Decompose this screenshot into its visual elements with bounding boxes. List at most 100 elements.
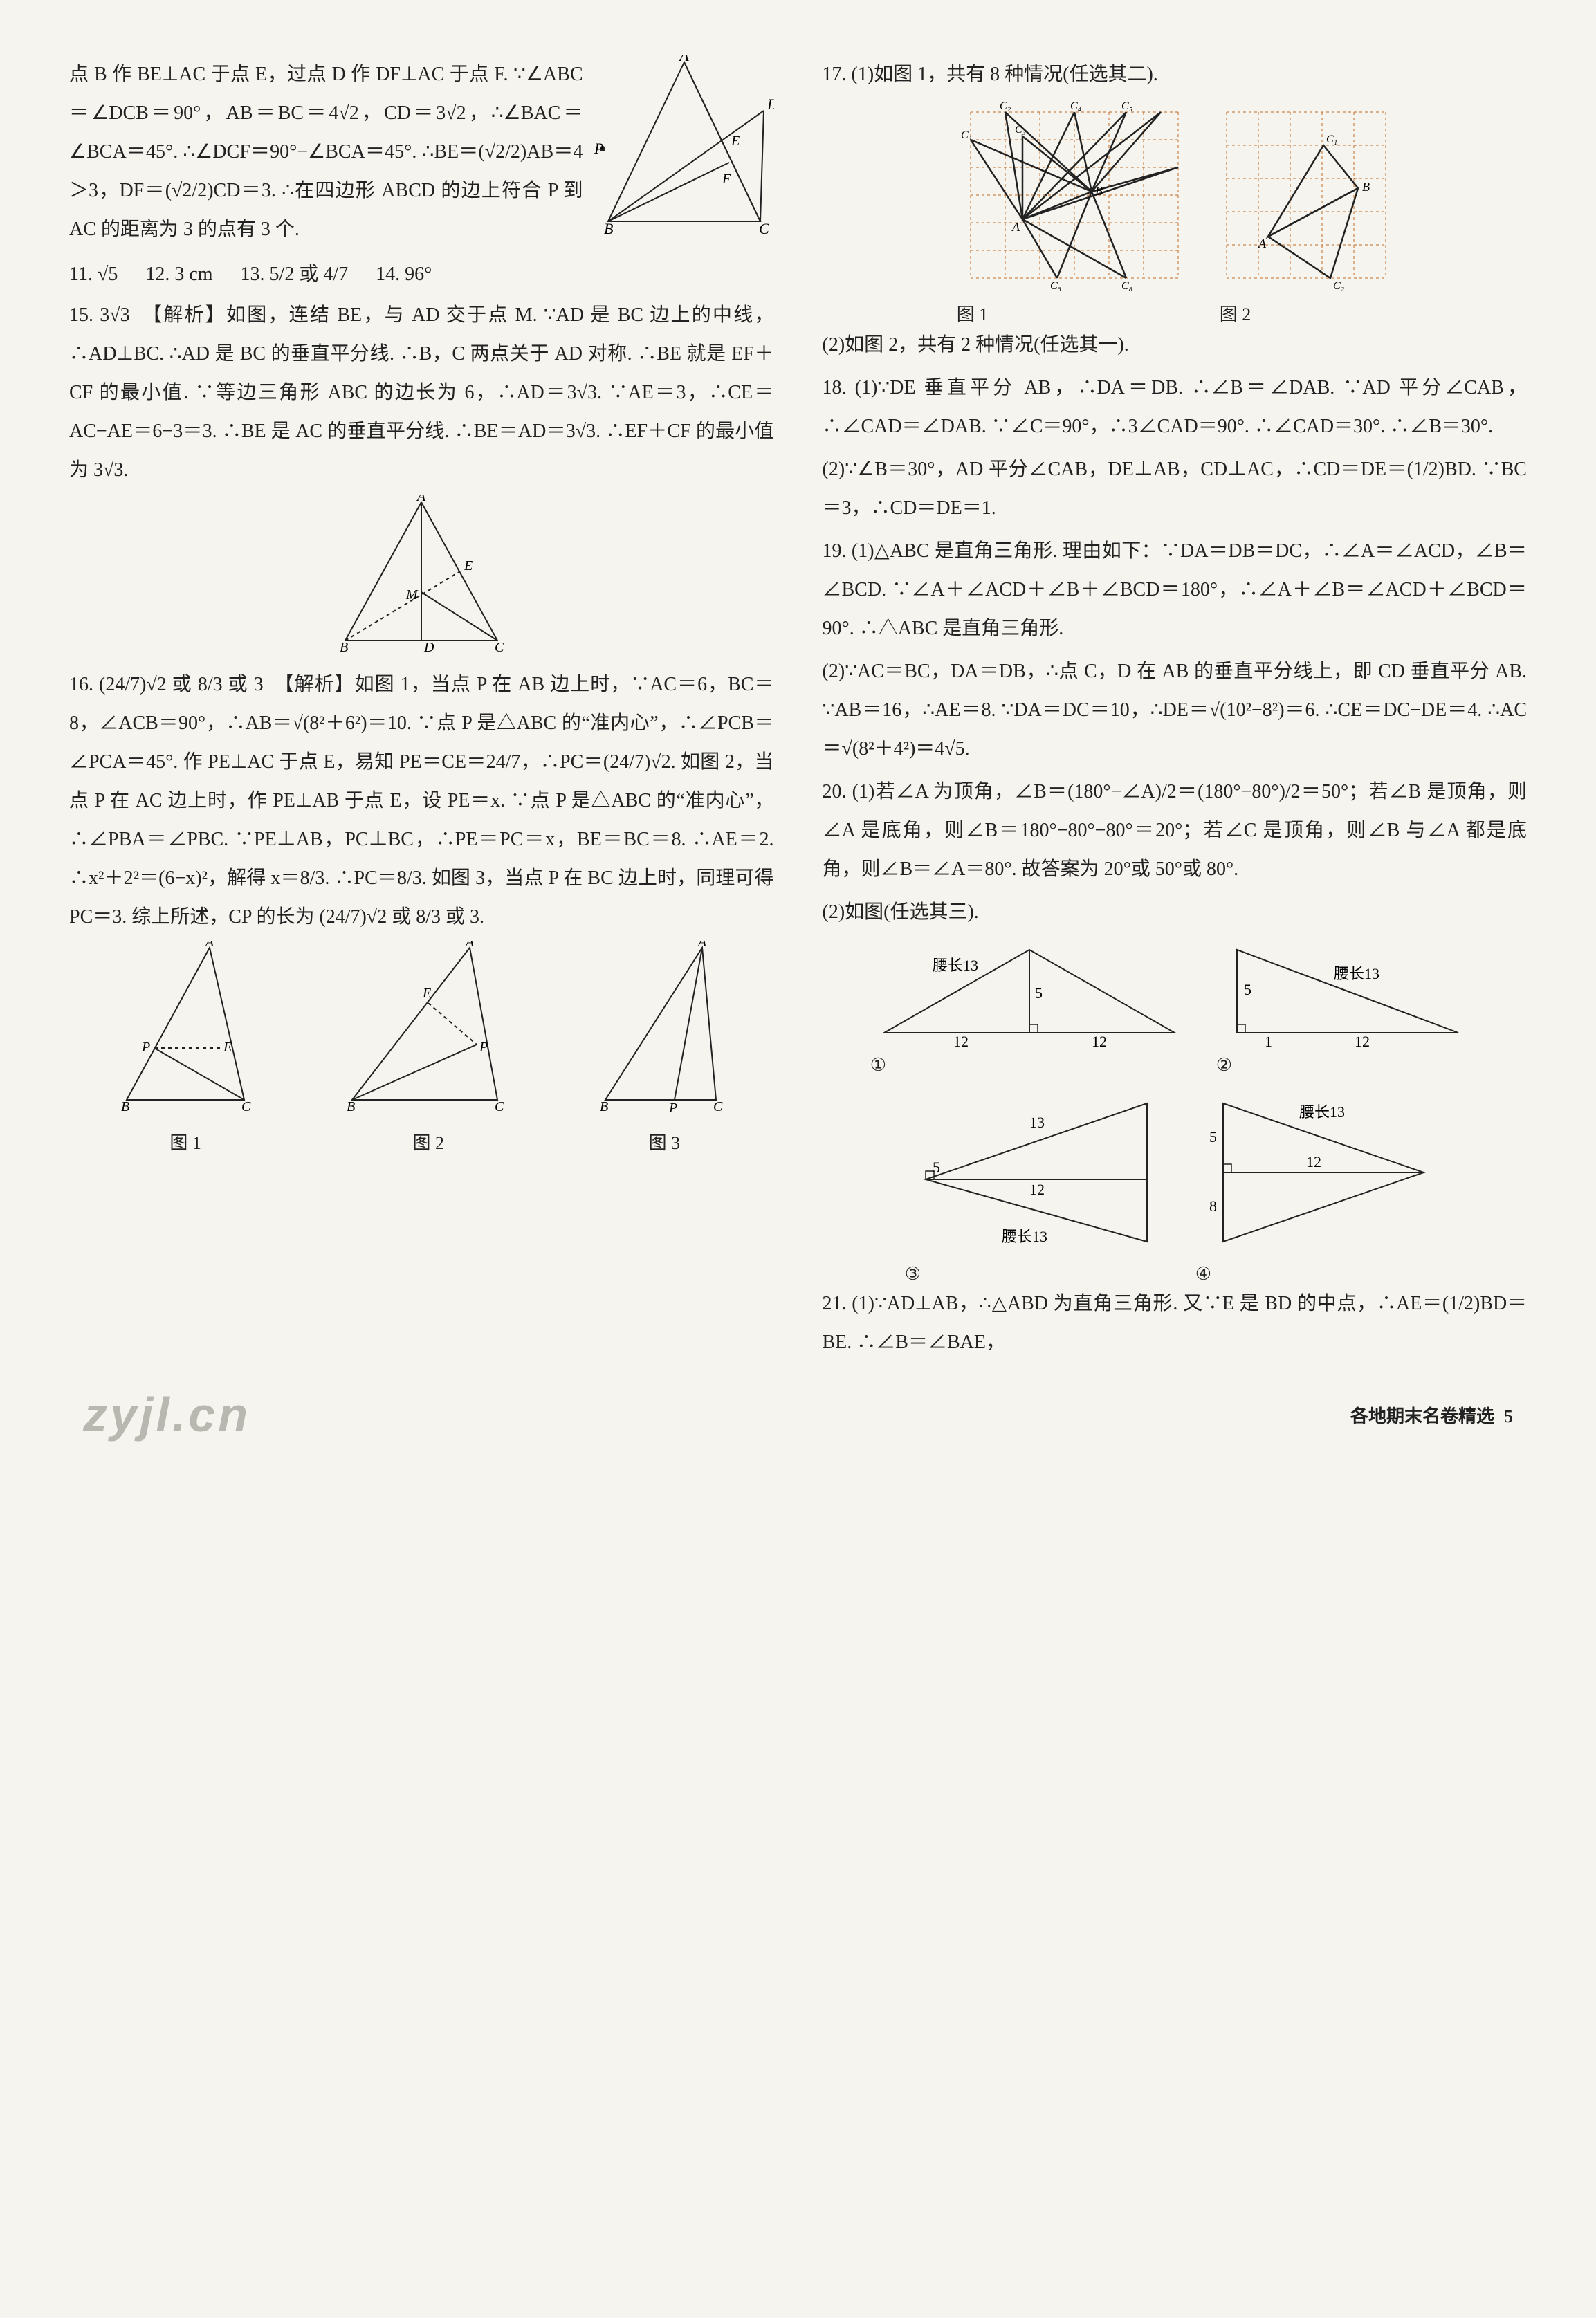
svg-text:P: P <box>141 1040 150 1055</box>
solution-16: 16. (24/7)√2 或 8/3 或 3 【解析】如图 1，当点 P 在 A… <box>69 665 774 937</box>
ans-13: 13. 5/2 或 4/7 <box>241 253 349 296</box>
svg-text:B: B <box>1095 184 1103 198</box>
svg-text:腰长13: 腰长13 <box>1002 1228 1047 1245</box>
svg-text:P: P <box>594 140 603 157</box>
svg-text:C: C <box>495 640 504 654</box>
q16-fig1: A B C P E <box>106 941 265 1121</box>
svg-text:C₄: C₄ <box>1070 100 1081 112</box>
caption-fig3: 图 3 <box>591 1129 737 1155</box>
svg-text:C: C <box>495 1099 504 1114</box>
svg-text:C: C <box>713 1099 723 1114</box>
caption-q17-1: 图 1 <box>957 300 1192 326</box>
caption-fig1: 图 1 <box>106 1129 265 1155</box>
diagrams-q20-row2: 13 5 12 腰长13 ③ 腰长13 5 8 12 ④ <box>823 1089 1528 1285</box>
solution-19b: (2)∵AC＝BC，DA＝DB，∴点 C，D 在 AB 的垂直平分线上，即 CD… <box>823 652 1528 769</box>
watermark: zyjl.cn <box>83 1387 250 1442</box>
svg-text:A: A <box>204 941 214 950</box>
svg-text:C₃: C₃ <box>1015 124 1026 136</box>
svg-text:A: A <box>416 495 426 504</box>
page: 点 B 作 BE⊥AC 于点 E，过点 D 作 DF⊥AC 于点 F. ∵∠AB… <box>69 55 1527 1366</box>
svg-text:C₂: C₂ <box>1333 280 1345 292</box>
svg-text:5: 5 <box>1035 984 1043 1002</box>
svg-text:P: P <box>479 1040 488 1055</box>
solution-18b: (2)∵∠B＝30°，AD 平分∠CAB，DE⊥AB，CD⊥AC，∴CD＝DE＝… <box>823 450 1528 528</box>
svg-text:12: 12 <box>1029 1181 1045 1198</box>
caption-fig2: 图 2 <box>338 1129 518 1155</box>
svg-text:M: M <box>405 587 419 603</box>
svg-text:A: A <box>697 941 707 950</box>
svg-text:B: B <box>121 1099 129 1114</box>
ans-14: 14. 96° <box>376 253 432 296</box>
answers-11-14: 11. √5 12. 3 cm 13. 5/2 或 4/7 14. 96° <box>69 253 774 296</box>
svg-text:C₈: C₈ <box>1121 280 1132 292</box>
diagrams-q20-row1: 腰长13 5 12 12 ① 5 腰长13 1 12 ② <box>823 936 1528 1076</box>
circ2: ② <box>1216 1055 1479 1076</box>
solution-20a: 20. (1)若∠A 为顶角，∠B＝(180°−∠A)/2＝(180°−80°)… <box>823 773 1528 889</box>
svg-text:B: B <box>347 1099 355 1114</box>
circ3: ③ <box>905 1264 1168 1285</box>
left-column: 点 B 作 BE⊥AC 于点 E，过点 D 作 DF⊥AC 于点 F. ∵∠AB… <box>69 55 774 1366</box>
q17-text-b: (2)如图 2，共有 2 种情况(任选其一). <box>823 326 1528 365</box>
diagram-q15: A B C D E M <box>69 495 774 660</box>
svg-text:A: A <box>678 55 689 64</box>
page-number: 5 <box>1504 1406 1513 1426</box>
ans-12: 12. 3 cm <box>145 253 212 296</box>
q17-grid1: A B C₁ C₂ C₃ C₄ C₅ C₆ C₈ <box>957 98 1192 292</box>
svg-text:C₁: C₁ <box>1326 134 1337 145</box>
svg-text:腰长13: 腰长13 <box>1334 965 1379 982</box>
svg-text:13: 13 <box>1029 1114 1045 1131</box>
svg-text:B: B <box>600 1099 608 1114</box>
svg-text:C₅: C₅ <box>1121 100 1132 112</box>
svg-text:A: A <box>1011 220 1020 234</box>
text-block: 点 B 作 BE⊥AC 于点 E，过点 D 作 DF⊥AC 于点 F. ∵∠AB… <box>69 55 583 249</box>
q16-fig2: A B C P E <box>338 941 518 1121</box>
svg-text:E: E <box>464 558 473 573</box>
svg-text:12: 12 <box>1306 1153 1321 1170</box>
q20-tri3: 13 5 12 腰长13 <box>905 1089 1168 1255</box>
svg-text:D: D <box>767 95 774 113</box>
svg-text:5: 5 <box>933 1159 940 1176</box>
circ4: ④ <box>1195 1264 1444 1285</box>
svg-text:P: P <box>668 1101 677 1116</box>
svg-text:8: 8 <box>1209 1197 1217 1215</box>
diagrams-q17: A B C₁ C₂ C₃ C₄ C₅ C₆ C₈ 图 1 <box>823 98 1528 326</box>
page-footer: zyjl.cn 各地期末名卷精选 5 <box>69 1387 1527 1442</box>
solution-19a: 19. (1)△ABC 是直角三角形. 理由如下：∵DA＝DB＝DC，∴∠A＝∠… <box>823 532 1528 648</box>
right-column: 17. (1)如图 1，共有 8 种情况(任选其二). <box>823 55 1528 1366</box>
diagrams-q16: A B C P E 图 1 A B C P E <box>69 941 774 1155</box>
svg-text:12: 12 <box>1092 1033 1107 1047</box>
svg-text:A: A <box>464 941 475 950</box>
ans-11: 11. √5 <box>69 253 118 296</box>
footer-label: 各地期末名卷精选 <box>1350 1406 1494 1426</box>
svg-text:12: 12 <box>953 1033 969 1047</box>
solution-21: 21. (1)∵AD⊥AB，∴△ABD 为直角三角形. 又∵E 是 BD 的中点… <box>823 1285 1528 1362</box>
svg-text:C₆: C₆ <box>1050 280 1061 292</box>
q20-tri4: 腰长13 5 8 12 <box>1195 1089 1444 1255</box>
caption-q17-2: 图 2 <box>1220 300 1393 326</box>
svg-text:C: C <box>759 220 769 235</box>
svg-text:F: F <box>722 172 731 187</box>
q16-fig3: A B C P <box>591 941 737 1121</box>
svg-text:E: E <box>223 1040 232 1055</box>
svg-text:C₂: C₂ <box>1000 100 1011 112</box>
svg-text:1: 1 <box>1265 1033 1272 1047</box>
svg-text:5: 5 <box>1209 1128 1217 1146</box>
svg-text:E: E <box>422 986 431 1001</box>
svg-text:12: 12 <box>1355 1033 1370 1047</box>
svg-text:B: B <box>1362 180 1370 194</box>
svg-text:5: 5 <box>1244 981 1251 998</box>
solution-15: 15. 3√3 【解析】如图，连结 BE，与 AD 交于点 M. ∵AD 是 B… <box>69 296 774 490</box>
q20-tri2: 5 腰长13 1 12 <box>1216 936 1479 1047</box>
svg-text:A: A <box>1258 237 1267 250</box>
svg-text:腰长13: 腰长13 <box>933 957 978 974</box>
solution-20b: (2)如图(任选其三). <box>823 893 1528 932</box>
q20-tri1: 腰长13 5 12 12 <box>870 936 1189 1047</box>
svg-text:B: B <box>340 640 348 654</box>
svg-text:B: B <box>604 220 613 235</box>
svg-text:腰长13: 腰长13 <box>1299 1103 1345 1121</box>
circ1: ① <box>870 1055 1189 1076</box>
svg-text:E: E <box>731 134 740 149</box>
q17-grid2: A B C₁ C₂ <box>1220 98 1393 292</box>
q17-text-a: 17. (1)如图 1，共有 8 种情况(任选其二). <box>823 55 1528 94</box>
svg-text:C: C <box>241 1099 251 1114</box>
